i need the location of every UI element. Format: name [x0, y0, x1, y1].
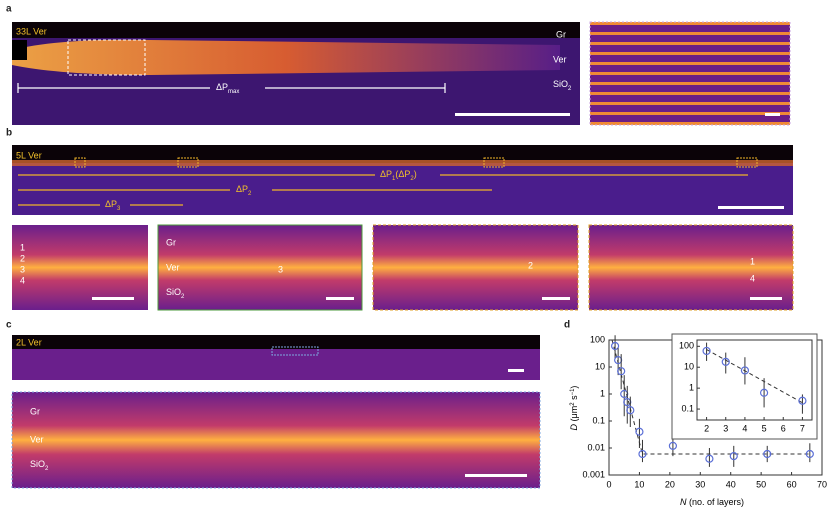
point: [763, 449, 772, 459]
panel-label: d: [564, 320, 570, 331]
layer-label: Gr: [30, 406, 40, 416]
x-tick-label: 60: [787, 479, 797, 489]
point: [702, 346, 711, 356]
layer-label: Ver: [30, 434, 44, 444]
x-tick-label: 6: [781, 423, 786, 433]
x-tick-label: 40: [726, 479, 736, 489]
layer-label: Ver: [166, 262, 180, 272]
point: [626, 406, 635, 415]
image: [157, 224, 363, 311]
x-tick-label: 5: [762, 423, 767, 433]
mark-label: 3: [20, 264, 25, 274]
y-tick-label: 100: [679, 341, 694, 351]
point: [798, 396, 807, 405]
mark-label: 4: [750, 273, 755, 283]
mark-label: 4: [20, 275, 25, 285]
fit-line: [706, 349, 803, 404]
x-tick-label: 10: [634, 479, 644, 489]
x-tick-label: 7: [800, 423, 805, 433]
layer-label: Ver: [553, 54, 567, 64]
point: [610, 341, 620, 351]
image: [372, 224, 579, 311]
layer-label: Gr: [556, 29, 566, 39]
y-tick-label: 100: [590, 334, 605, 344]
distance-label: ΔPmax: [216, 82, 239, 94]
panel-label: b: [6, 128, 12, 139]
x-tick-label: 20: [665, 479, 675, 489]
distance-label: ΔP2: [236, 184, 252, 196]
point: [705, 454, 714, 463]
x-tick-label: 30: [695, 479, 705, 489]
inset-frame: [671, 333, 818, 440]
point: [721, 357, 730, 366]
y-tick-label: 0.001: [582, 469, 605, 479]
point: [635, 427, 644, 436]
x-tick-label: 0: [606, 479, 611, 489]
y-tick-label: 1: [600, 388, 605, 398]
point: [617, 367, 626, 376]
y-tick-label: 0.1: [592, 415, 605, 425]
point: [668, 441, 678, 450]
image: [11, 391, 541, 489]
point: [759, 388, 769, 397]
x-tick-label: 50: [756, 479, 766, 489]
image: [590, 22, 790, 125]
y-axis-label: D (μm2 s−1): [569, 386, 579, 431]
sample-label: 33L Ver: [16, 26, 47, 36]
point: [805, 449, 814, 459]
panel-label: c: [6, 320, 12, 331]
mark-label: 1: [20, 242, 25, 252]
sample-label: 2L Ver: [16, 337, 42, 347]
y-tick-label: 10: [595, 361, 605, 371]
y-tick-label: 0.1: [681, 403, 694, 413]
y-tick-label: 1: [689, 383, 694, 393]
mark-label: 2: [528, 260, 533, 270]
mark-label: 3: [278, 264, 283, 274]
image: [588, 224, 794, 311]
mark-label: 1: [750, 256, 755, 266]
distance-label: ΔP1(ΔP2): [380, 169, 417, 181]
layer-label: SiO2: [553, 79, 572, 91]
x-tick-label: 3: [723, 423, 728, 433]
x-axis-label: N (no. of layers): [680, 497, 744, 507]
distance-label: ΔP3: [105, 199, 121, 211]
x-tick-label: 4: [742, 423, 747, 433]
layer-label: SiO2: [166, 287, 185, 299]
sample-label: 5L Ver: [16, 150, 42, 160]
plot-frame: [696, 339, 813, 421]
layer-label: SiO2: [30, 459, 49, 471]
y-tick-label: 0.01: [587, 442, 605, 452]
panel-label: a: [6, 4, 12, 15]
point: [729, 452, 738, 461]
x-tick-label: 2: [704, 423, 709, 433]
y-tick-label: 10: [684, 362, 694, 372]
image: [12, 225, 148, 310]
x-tick-label: 70: [817, 479, 827, 489]
point: [638, 449, 647, 459]
point: [740, 366, 750, 375]
layer-label: Gr: [166, 237, 176, 247]
mark-label: 2: [20, 253, 25, 263]
